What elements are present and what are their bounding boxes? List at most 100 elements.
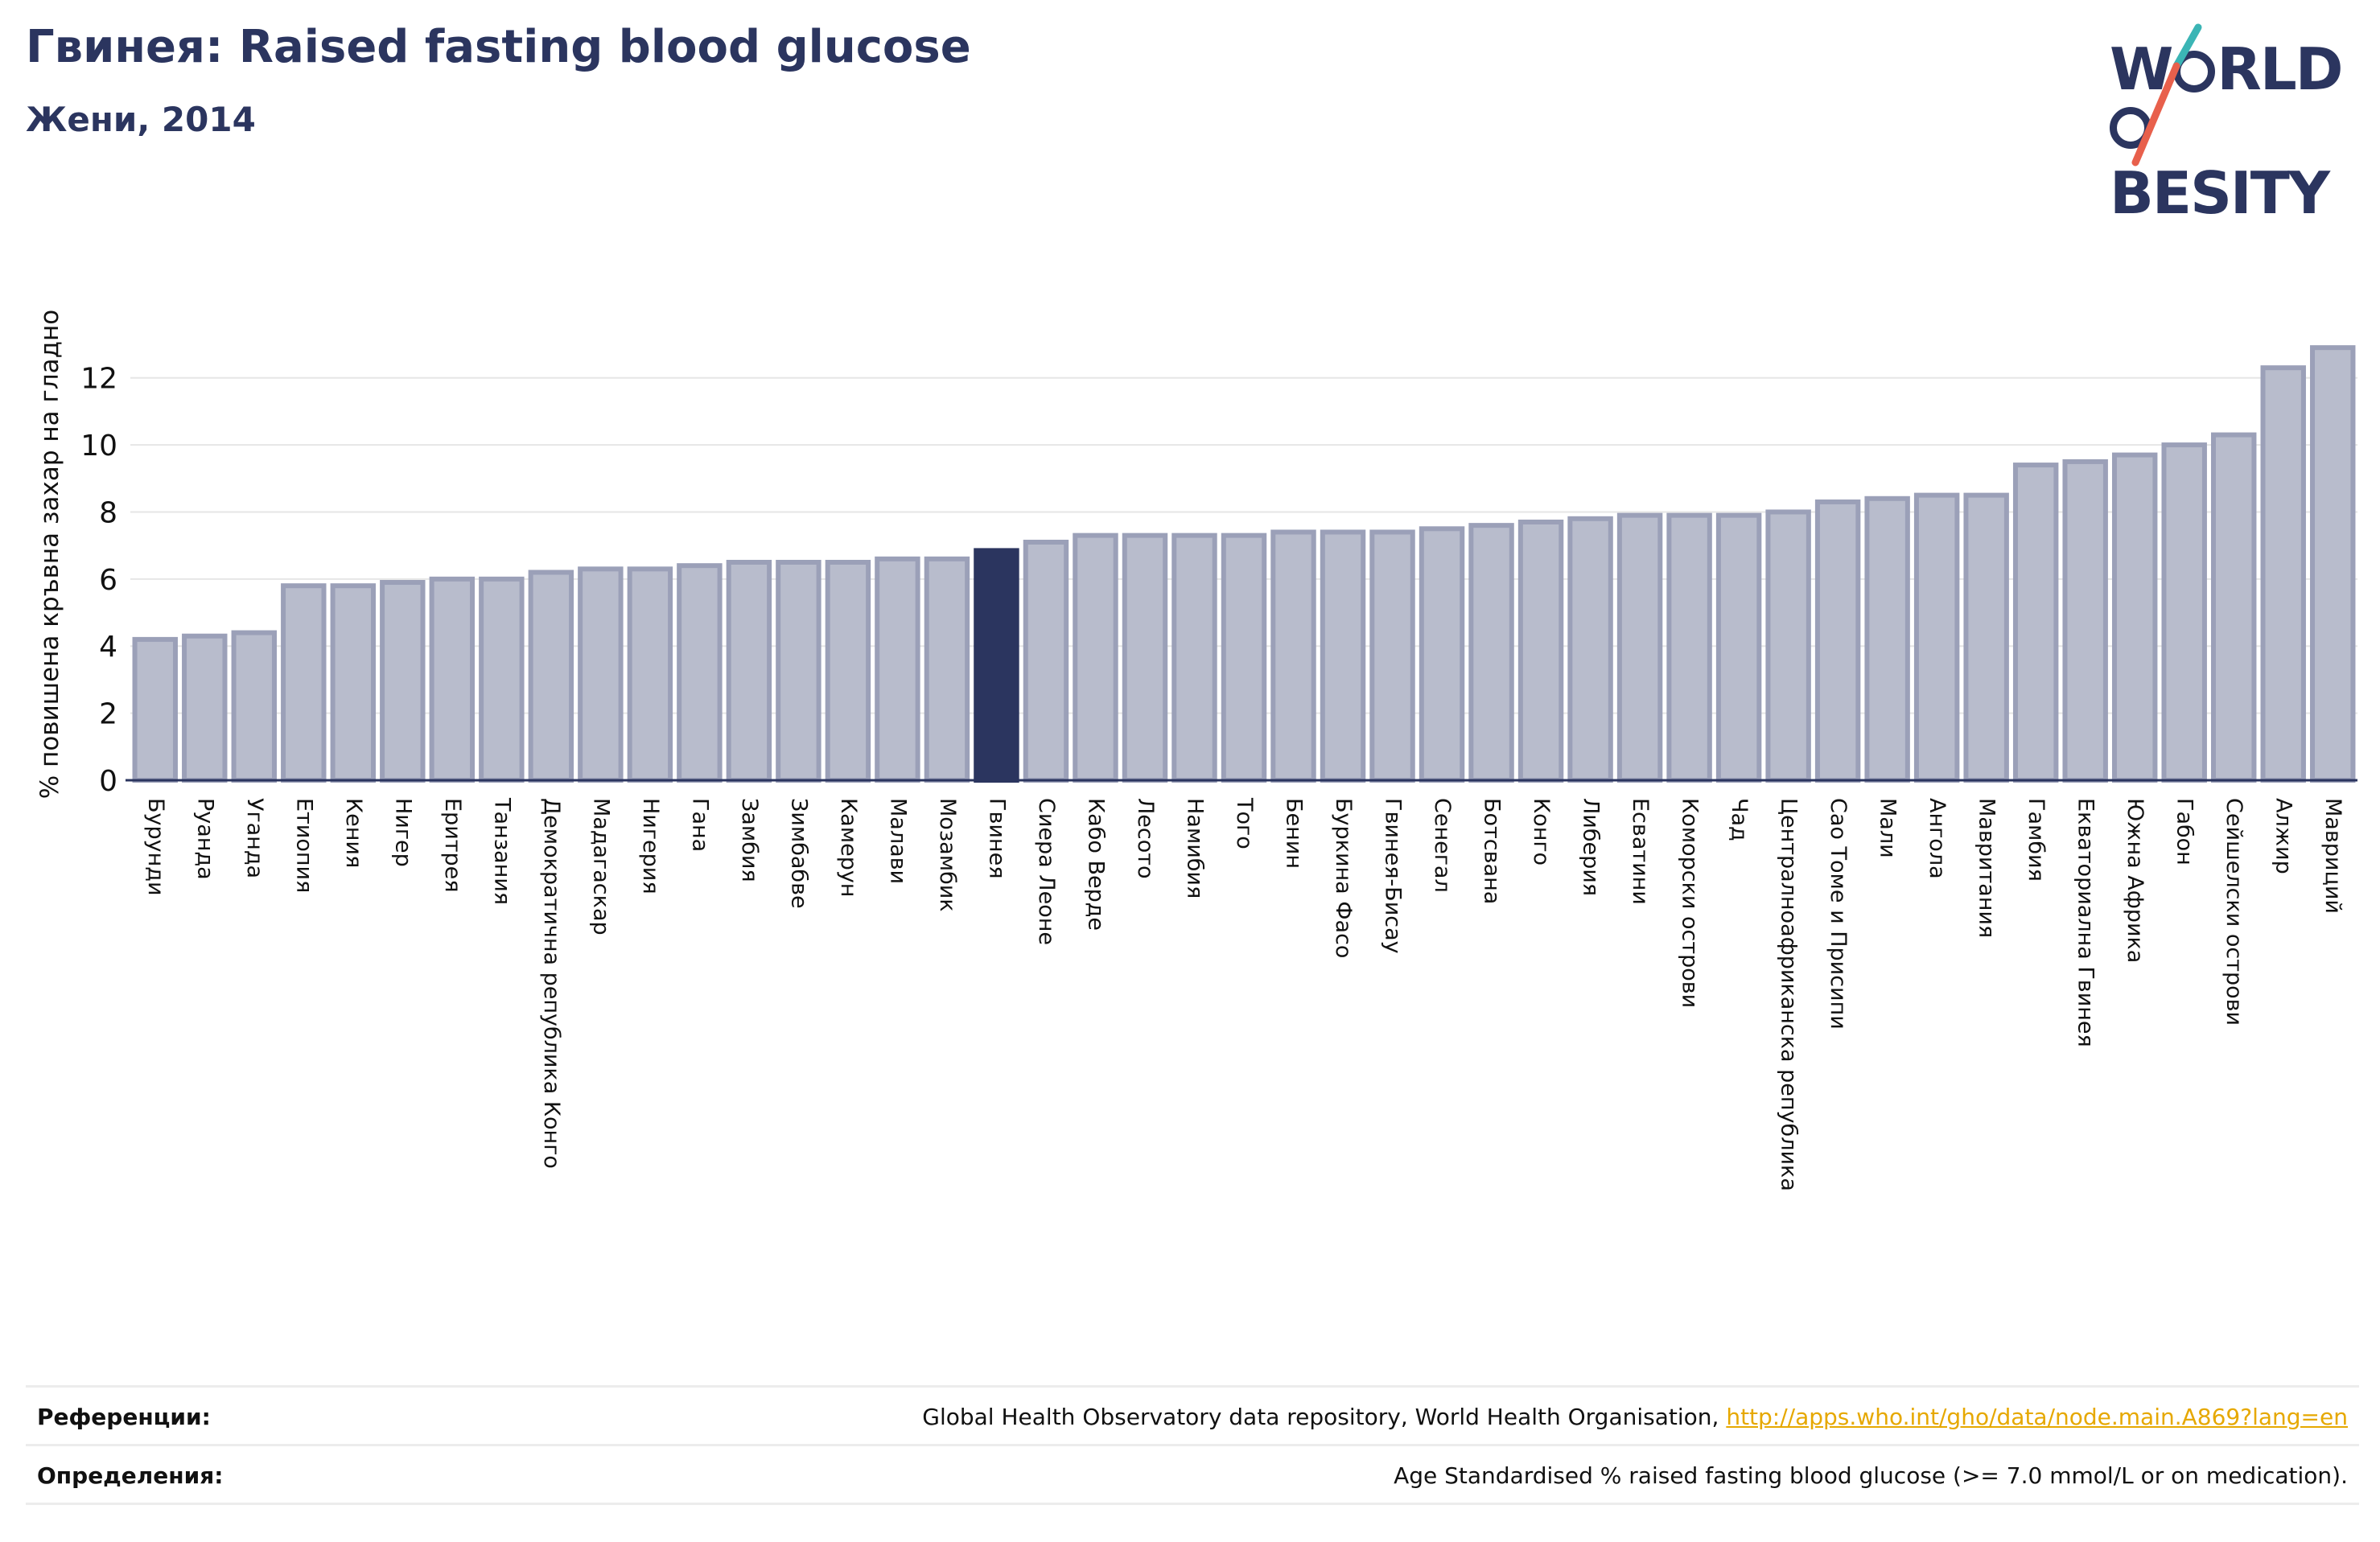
x-tick-label: Екваториална Гвинея <box>2073 798 2098 1047</box>
bar[interactable] <box>132 636 178 783</box>
bar-chart: 0 2 4 6 8 10 12 Бурунди Руанда Уганда Етиопия Кени… <box>35 310 2357 1191</box>
bar[interactable] <box>825 560 871 783</box>
x-tick-label: Нигер <box>390 798 415 867</box>
x-tick-label: Камерун <box>836 798 861 897</box>
x-tick-label: Южна Африка <box>2123 798 2147 963</box>
x-tick-label: Лесото <box>1133 798 1158 879</box>
bar[interactable] <box>330 583 377 783</box>
bar[interactable] <box>1073 533 1118 783</box>
references-text: Global Health Observatory data repositor… <box>922 1404 1727 1430</box>
y-tick-label: 0 <box>99 765 117 798</box>
x-tick-label: Централноафриканска република <box>1777 798 1801 1191</box>
bar[interactable] <box>627 566 673 783</box>
world-obesity-logo[interactable]: W RLD BESITY <box>2100 18 2357 227</box>
bar[interactable] <box>1864 495 1910 783</box>
logo-slash-icon <box>2131 23 2202 167</box>
y-tick-label: 12 <box>80 363 117 396</box>
bar[interactable] <box>1517 519 1564 783</box>
x-tick-label: Габон <box>2172 798 2197 866</box>
logo-text-obesity: BESITY <box>2110 92 2357 227</box>
bar[interactable] <box>875 556 920 783</box>
references-label: Референции: <box>37 1404 211 1430</box>
bar[interactable] <box>1419 526 1465 783</box>
x-tick-label: Гвинея <box>984 798 1009 878</box>
x-tick-label: Мали <box>1876 798 1900 858</box>
bar[interactable] <box>1320 529 1366 783</box>
x-tick-label: Демократична република Конго <box>539 798 564 1169</box>
y-tick-label: 2 <box>99 698 117 731</box>
x-tick-label: Сао Томе и Присипи <box>1826 798 1851 1030</box>
bar[interactable] <box>1369 529 1415 783</box>
bar[interactable] <box>1270 529 1316 783</box>
bar[interactable] <box>1616 512 1663 783</box>
bar[interactable] <box>429 576 476 783</box>
bar[interactable] <box>2161 442 2207 783</box>
y-tick-label: 6 <box>99 564 117 597</box>
x-tick-labels: Бурунди Руанда Уганда Етиопия Кения Нигер Ерит… <box>143 797 2345 1191</box>
y-tick-label: 8 <box>99 496 117 529</box>
x-tick-label: Кения <box>341 798 366 868</box>
x-tick-label: Конго <box>1529 798 1554 866</box>
x-tick-label: Коморски острови <box>1678 798 1703 1008</box>
x-tick-label: Бурунди <box>143 798 168 896</box>
x-tick-label: Мавриций <box>2320 798 2345 914</box>
bar[interactable] <box>2260 365 2306 783</box>
references-table: Референции: Global Health Observatory da… <box>26 1385 2359 1505</box>
page-title: Гвинея: Raised fasting blood glucose <box>26 21 971 73</box>
x-tick-label: Того <box>1232 797 1257 849</box>
logo-text-world: W RLD <box>2110 35 2344 103</box>
y-tick-labels: 0 2 4 6 8 10 12 <box>80 363 117 798</box>
bar[interactable] <box>1122 533 1168 783</box>
bar[interactable] <box>1023 539 1069 783</box>
bar[interactable] <box>578 566 624 783</box>
bar[interactable] <box>281 583 327 783</box>
bar[interactable] <box>2012 463 2059 783</box>
bar[interactable] <box>2062 458 2108 783</box>
bar[interactable] <box>1963 492 2009 783</box>
x-tick-label: Бенин <box>1282 798 1307 869</box>
bar[interactable] <box>1666 512 1712 783</box>
bar[interactable] <box>1567 516 1613 783</box>
definitions-label: Определения: <box>37 1462 224 1489</box>
bar[interactable] <box>528 570 574 783</box>
x-tick-label: Намибия <box>1182 798 1207 898</box>
bar[interactable] <box>231 630 277 783</box>
bar[interactable] <box>1221 533 1267 783</box>
bar[interactable] <box>1765 509 1811 783</box>
x-tick-label: Зимбабве <box>786 798 811 909</box>
x-tick-label: Сиера Леоне <box>1034 798 1059 945</box>
bar-highlight[interactable] <box>974 548 1019 783</box>
bar[interactable] <box>677 563 723 783</box>
bar[interactable] <box>2211 432 2257 783</box>
x-tick-label: Замбия <box>737 798 762 882</box>
bar[interactable] <box>1468 523 1514 783</box>
x-tick-label: Танзания <box>489 797 514 905</box>
bar[interactable] <box>924 556 970 783</box>
bar[interactable] <box>1814 499 1861 783</box>
bar[interactable] <box>1715 512 1762 783</box>
x-tick-label: Сейшелски острови <box>2221 798 2246 1026</box>
bar[interactable] <box>726 560 772 783</box>
bar[interactable] <box>2310 345 2356 783</box>
x-tick-label: Алжир <box>2271 798 2296 874</box>
x-tick-label: Ботсвана <box>1480 798 1505 904</box>
x-tick-label: Мадагаскар <box>588 798 613 935</box>
bar[interactable] <box>1171 533 1217 783</box>
x-tick-label: Сенегал <box>1430 798 1455 893</box>
bar[interactable] <box>479 576 525 783</box>
bar[interactable] <box>380 580 426 783</box>
page-subtitle: Жени, 2014 <box>26 100 256 139</box>
bar[interactable] <box>182 633 228 783</box>
x-tick-label: Мозамбик <box>935 798 960 912</box>
x-tick-label: Уганда <box>242 798 267 878</box>
y-tick-label: 10 <box>80 430 117 463</box>
references-value: Global Health Observatory data repositor… <box>922 1404 2348 1430</box>
x-tick-label: Есватини <box>1628 798 1653 905</box>
bar[interactable] <box>2111 452 2158 783</box>
references-link[interactable]: http://apps.who.int/gho/data/node.main.A… <box>1726 1404 2348 1430</box>
x-tick-label: Гвинея-Бисау <box>1381 798 1406 954</box>
bar[interactable] <box>1913 492 1960 783</box>
x-tick-label: Етиопия <box>291 798 316 893</box>
x-tick-label: Нигерия <box>638 798 663 894</box>
bar[interactable] <box>776 560 821 783</box>
